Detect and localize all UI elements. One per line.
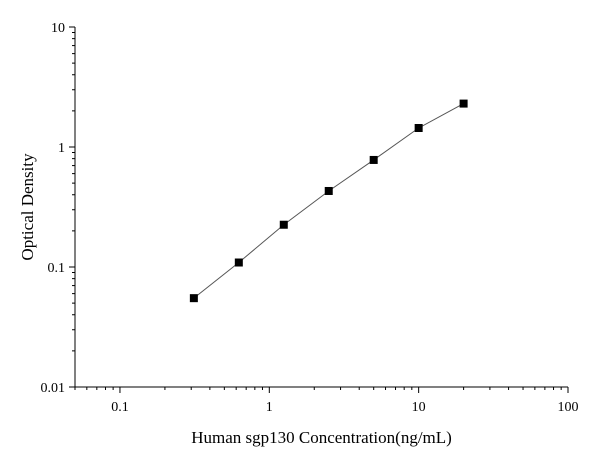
fit-curve <box>193 103 464 299</box>
y-tick-label: 0.1 <box>48 261 66 276</box>
data-point <box>234 258 243 267</box>
x-axis-title: Human sgp130 Concentration(ng/mL) <box>191 428 452 447</box>
data-point <box>189 294 198 303</box>
x-tick-label: 0.1 <box>111 400 129 415</box>
x-tick-label: 1 <box>266 400 273 415</box>
x-tick-label: 10 <box>412 400 426 415</box>
data-point <box>414 124 423 132</box>
x-ticks <box>74 387 569 393</box>
data-point <box>459 99 468 108</box>
data-point <box>369 155 378 164</box>
plot-frame <box>74 27 568 388</box>
y-tick-label: 10 <box>51 21 65 36</box>
y-tick-label: 1 <box>58 141 65 156</box>
y-tick-labels: 0.01 0.1 1 10 <box>41 21 66 396</box>
data-point <box>279 220 288 229</box>
y-tick-label: 0.01 <box>41 381 66 396</box>
fit-lines <box>193 103 464 299</box>
x-tick-labels: 0.1 1 10 100 <box>111 400 578 415</box>
y-ticks <box>69 26 75 388</box>
y-axis-title: Optical Density <box>18 153 37 261</box>
x-tick-label: 100 <box>558 400 579 415</box>
data-points <box>189 99 468 303</box>
data-point <box>324 186 333 195</box>
